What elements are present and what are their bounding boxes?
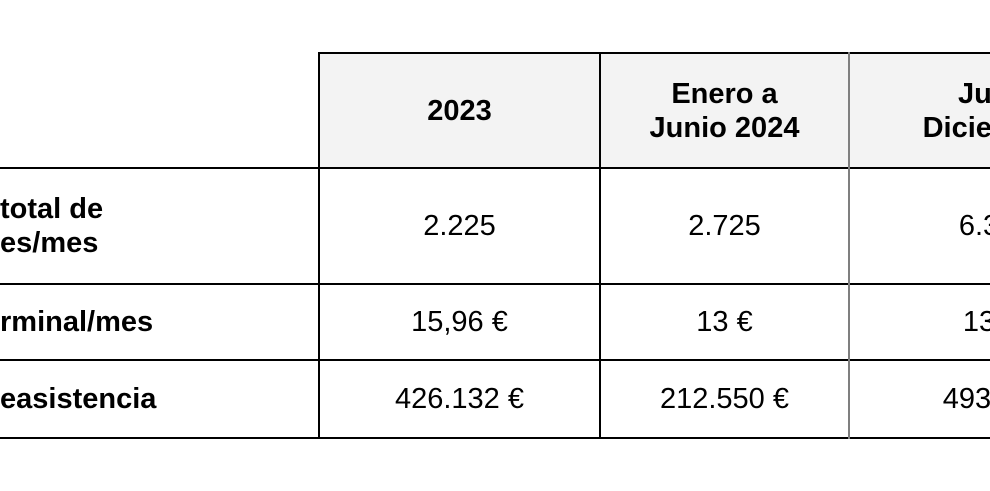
cell-value: 13 bbox=[962, 306, 990, 338]
header-enero-junio-2024: Enero a Junio 2024 bbox=[600, 53, 849, 168]
table-row-divider bbox=[0, 359, 990, 361]
table-row-divider bbox=[0, 283, 990, 285]
cell-r3-c3: 493.3 bbox=[849, 360, 990, 438]
table-column-divider bbox=[599, 52, 601, 439]
table-column-divider bbox=[848, 52, 850, 439]
table-border-top bbox=[318, 52, 990, 54]
header-2023: 2023 bbox=[319, 53, 600, 168]
cell-value: 493.3 bbox=[942, 383, 990, 415]
cell-r2-c2: 13 € bbox=[600, 284, 849, 360]
cell-value: 2.225 bbox=[423, 210, 496, 242]
cell-value: 15,96 € bbox=[411, 306, 508, 338]
row-label-total-usuarios: total de es/mes bbox=[0, 168, 319, 284]
header-line-2: Diciemb bbox=[922, 111, 990, 144]
cell-r2-c3: 13 bbox=[849, 284, 990, 360]
cell-value: 13 € bbox=[696, 306, 753, 338]
row-label-terminal-mes: rminal/mes bbox=[0, 284, 319, 360]
cell-value: 426.132 € bbox=[394, 383, 524, 415]
cell-value: 2.725 bbox=[688, 210, 761, 242]
cell-r3-c1: 426.132 € bbox=[319, 360, 600, 438]
cell-r1-c1: 2.225 bbox=[319, 168, 600, 284]
row-label-line-1: total de bbox=[0, 193, 104, 225]
table-column-divider bbox=[318, 52, 320, 439]
table-border-bottom bbox=[0, 437, 990, 439]
row-label-line-1: rminal/mes bbox=[0, 306, 154, 338]
header-line-1: Jul bbox=[958, 77, 990, 110]
cell-r2-c1: 15,96 € bbox=[319, 284, 600, 360]
table-row-divider bbox=[0, 167, 990, 169]
row-label-teleasistencia: easistencia bbox=[0, 360, 319, 438]
row-label-line-1: easistencia bbox=[0, 383, 157, 415]
cell-r1-c3: 6.3 bbox=[849, 168, 990, 284]
cell-value: 212.550 € bbox=[659, 383, 789, 415]
header-2023-label: 2023 bbox=[427, 94, 492, 127]
cell-r1-c2: 2.725 bbox=[600, 168, 849, 284]
header-julio-diciembre: Jul Diciemb bbox=[849, 53, 990, 168]
row-label-line-2: es/mes bbox=[0, 227, 99, 259]
cell-value: 6.3 bbox=[958, 210, 990, 242]
cell-r3-c2: 212.550 € bbox=[600, 360, 849, 438]
header-line-1: Enero a bbox=[671, 77, 778, 110]
header-line-2: Junio 2024 bbox=[649, 111, 800, 144]
